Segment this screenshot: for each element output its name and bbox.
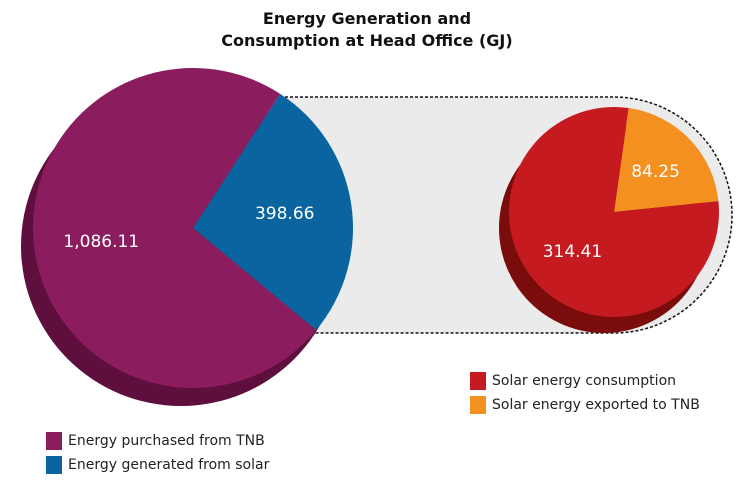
legend-label: Energy generated from solar xyxy=(68,457,270,473)
legend-swatch xyxy=(46,456,62,474)
legend-swatch xyxy=(470,396,486,414)
chart-title: Energy Generation and Consumption at Hea… xyxy=(221,9,513,50)
value-label: 1,086.11 xyxy=(63,232,139,252)
legend-swatch xyxy=(470,372,486,390)
value-label: 314.41 xyxy=(543,242,602,262)
value-label: 84.25 xyxy=(631,162,680,182)
pie-slice xyxy=(614,108,719,212)
marks: 398.66 1,086.11 Energy purchased from TNB E… xyxy=(33,67,719,474)
pie-slice xyxy=(33,67,317,389)
legend-swatch xyxy=(46,432,62,450)
legend-label: Energy purchased from TNB xyxy=(68,433,265,449)
legend-label: Solar energy consumption xyxy=(492,373,676,389)
pie-slice xyxy=(509,106,719,318)
legend-label: Solar energy exported to TNB xyxy=(492,397,700,413)
value-label: 398.66 xyxy=(255,204,314,224)
pie-slice xyxy=(193,93,353,331)
